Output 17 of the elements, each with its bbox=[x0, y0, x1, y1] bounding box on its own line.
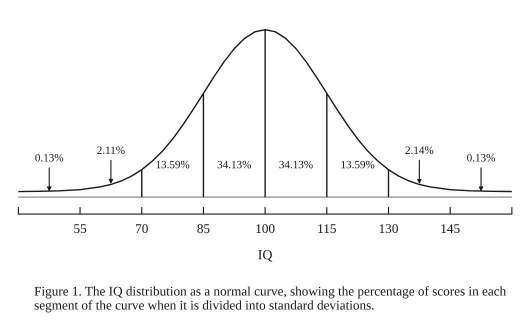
annotation: 2.11% bbox=[97, 146, 125, 154]
annotation: 34.13% bbox=[279, 160, 313, 168]
x-tick-label: 145 bbox=[441, 224, 460, 234]
x-tick-label: 130 bbox=[380, 224, 398, 234]
x-tick-label: 100 bbox=[256, 224, 275, 234]
annotation: 0.13% bbox=[467, 154, 496, 162]
x-tick-label: 115 bbox=[318, 224, 336, 234]
annotation: 34.13% bbox=[218, 160, 252, 168]
annotation: 0.13% bbox=[35, 154, 64, 162]
caption: Figure 1. The IQ distribution as a normal curve, showing the percentage of scores in each segment of the curve when it is divided into standard deviations. bbox=[34, 286, 506, 312]
x-tick-label: 55 bbox=[74, 224, 86, 234]
annotation: 13.59% bbox=[342, 160, 374, 168]
x-tick-label: 85 bbox=[197, 224, 210, 234]
annotation: 2.14% bbox=[405, 146, 434, 154]
x-axis-title: IQ bbox=[258, 250, 272, 262]
x-tick-label: 70 bbox=[136, 224, 148, 234]
annotation: 13.59% bbox=[156, 160, 190, 168]
